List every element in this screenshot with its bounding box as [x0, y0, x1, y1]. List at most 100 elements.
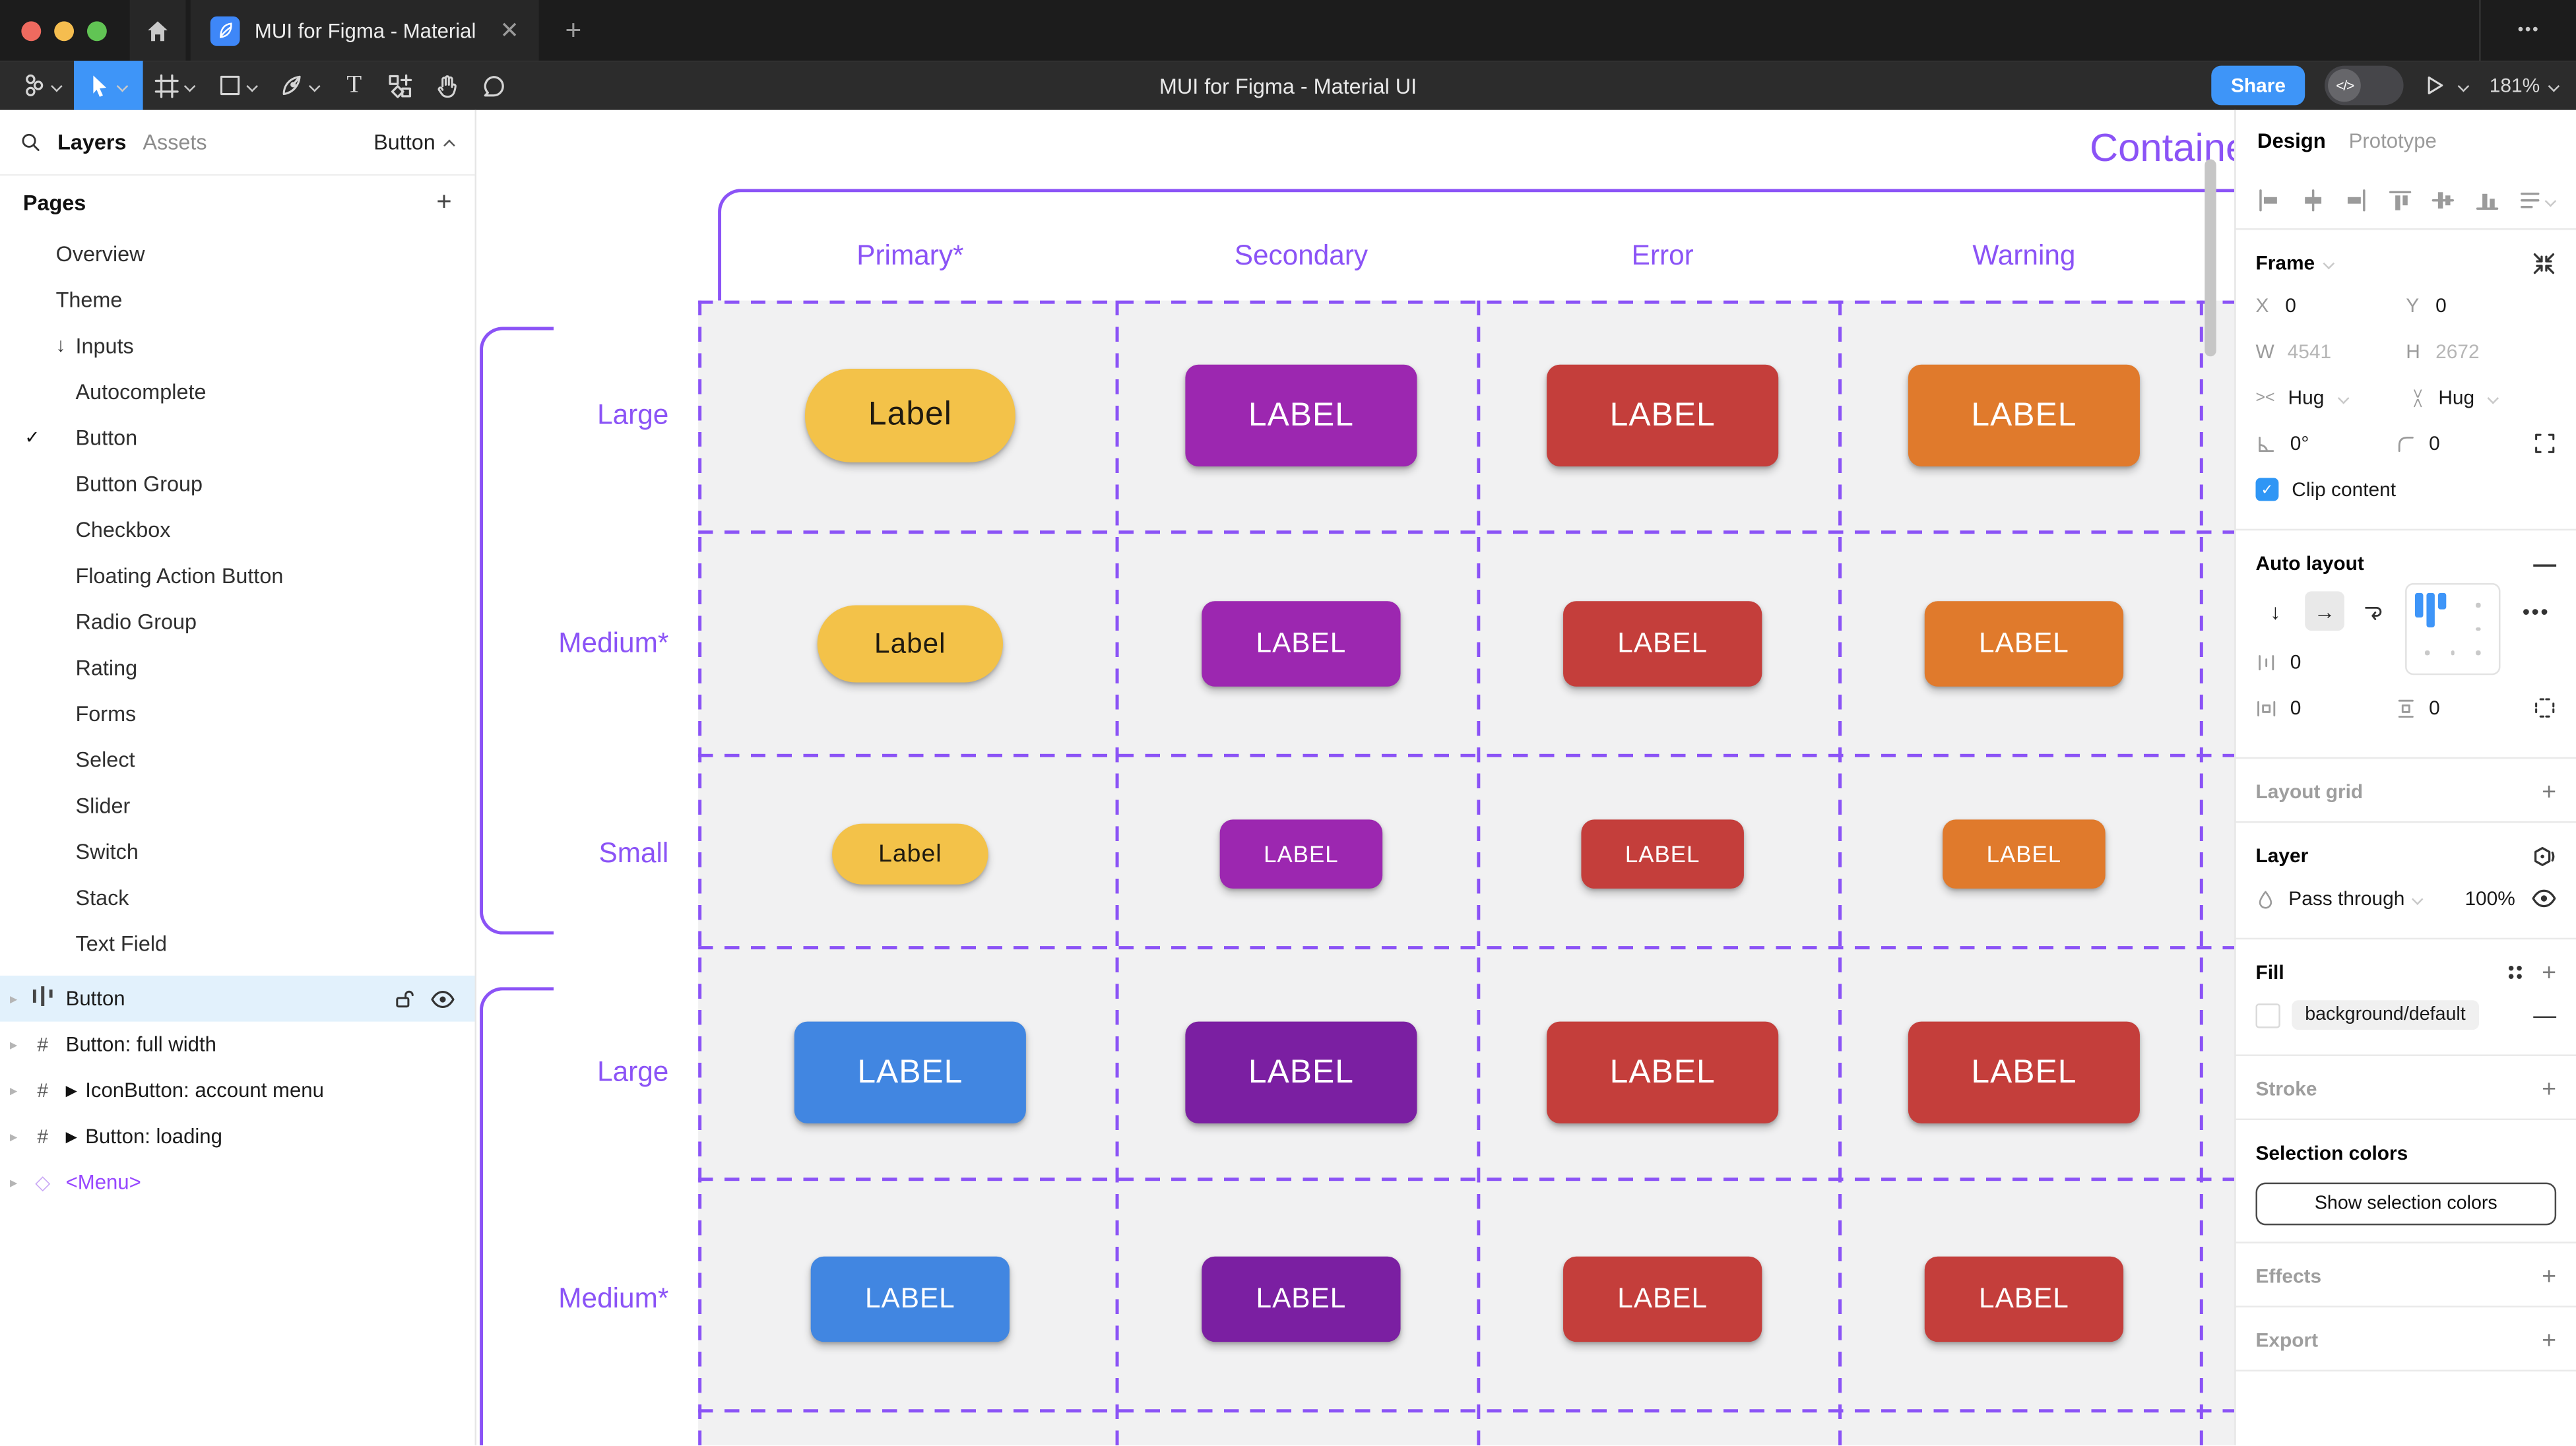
shape-tool-button[interactable]	[207, 61, 270, 110]
corner-radius-field[interactable]: 0	[2395, 432, 2533, 455]
page-item-button[interactable]: ✓ Button	[0, 414, 475, 460]
layer-item-button-loading[interactable]: ▸ # ▶ Button: loading	[0, 1114, 475, 1160]
remove-fill-button[interactable]: —	[2533, 1001, 2557, 1028]
add-fill-button[interactable]: +	[2542, 958, 2557, 987]
canvas-button-large-primary[interactable]: LABEL	[794, 1021, 1026, 1124]
page-item-slider[interactable]: Slider	[0, 782, 475, 828]
width-field[interactable]: W 4541	[2255, 340, 2332, 363]
layer-item-iconbutton-account-menu[interactable]: ▸ # ▶ IconButton: account menu	[0, 1067, 475, 1114]
unlock-icon[interactable]	[395, 988, 414, 1009]
canvas-button-small-primary[interactable]: Label	[832, 823, 988, 885]
page-item-stack[interactable]: Stack	[0, 874, 475, 920]
visibility-eye-icon[interactable]	[430, 990, 455, 1007]
canvas-button-small-error[interactable]: LABEL	[1581, 819, 1744, 889]
home-tab[interactable]	[129, 0, 186, 61]
tab-assets[interactable]: Assets	[143, 129, 207, 155]
canvas-button-medium-secondary[interactable]: LABEL	[1202, 1256, 1401, 1342]
expand-caret-icon[interactable]: ▸	[9, 1035, 18, 1052]
zoom-level-control[interactable]: 181%	[2490, 74, 2560, 97]
canvas-button-large-primary[interactable]: Label	[805, 368, 1015, 462]
auto-layout-options-icon[interactable]: •••	[2522, 599, 2550, 625]
add-effect-button[interactable]: +	[2542, 1262, 2557, 1290]
blend-style-icon[interactable]	[2532, 844, 2556, 868]
active-file-tab[interactable]: MUI for Figma - Material UI ✕	[190, 0, 539, 61]
auto-layout-horizontal-button[interactable]: →	[2305, 591, 2344, 631]
canvas-button-medium-primary[interactable]: LABEL	[810, 1256, 1010, 1342]
page-collapse-button[interactable]: Button	[373, 130, 455, 154]
align-bottom-icon[interactable]	[2473, 187, 2499, 214]
comment-tool-button[interactable]	[470, 61, 518, 110]
close-window-button[interactable]	[21, 20, 42, 41]
canvas-button-small-warning[interactable]: LABEL	[1943, 819, 2106, 889]
height-field[interactable]: H 2672	[2406, 340, 2480, 363]
page-item-text-field[interactable]: Text Field	[0, 920, 475, 966]
layer-item-button-full-width[interactable]: ▸ # Button: full width	[0, 1022, 475, 1068]
align-right-icon[interactable]	[2342, 187, 2369, 214]
canvas-button-large-warning[interactable]: LABEL	[1908, 1021, 2140, 1124]
remove-auto-layout-button[interactable]: —	[2533, 550, 2557, 577]
independent-corners-icon[interactable]	[2533, 432, 2556, 455]
canvas-button-medium-secondary[interactable]: LABEL	[1202, 601, 1401, 687]
pen-tool-button[interactable]	[269, 61, 332, 110]
minimize-window-button[interactable]	[54, 20, 75, 41]
horizontal-padding-field[interactable]: 0	[2255, 697, 2394, 720]
layer-item--menu-[interactable]: ▸ ◇ <Menu>	[0, 1160, 475, 1206]
auto-layout-vertical-button[interactable]: ↓	[2270, 598, 2281, 623]
move-tool-button[interactable]	[74, 61, 143, 110]
auto-layout-alignment-grid[interactable]	[2405, 582, 2501, 676]
add-page-button[interactable]: +	[436, 188, 452, 216]
clip-content-row[interactable]: ✓ Clip content	[2255, 466, 2556, 513]
present-play-button[interactable]	[2424, 74, 2447, 97]
rotation-field[interactable]: 0°	[2255, 432, 2394, 455]
align-top-icon[interactable]	[2386, 187, 2412, 214]
blend-mode-icon[interactable]	[2255, 888, 2275, 909]
canvas-button-medium-error[interactable]: LABEL	[1563, 601, 1762, 687]
search-icon[interactable]	[20, 131, 41, 152]
opacity-value[interactable]: 100%	[2464, 887, 2515, 910]
canvas-button-large-secondary[interactable]: LABEL	[1185, 364, 1417, 467]
canvas-scrollbar[interactable]	[2205, 159, 2216, 357]
page-item-checkbox[interactable]: Checkbox	[0, 506, 475, 552]
hand-tool-button[interactable]	[424, 61, 470, 110]
page-item-radio-group[interactable]: Radio Group	[0, 598, 475, 644]
tab-layers[interactable]: Layers	[57, 129, 127, 155]
fill-style-name[interactable]: background/default	[2292, 1000, 2479, 1030]
expand-caret-icon[interactable]: ▸	[9, 990, 18, 1007]
align-left-icon[interactable]	[2255, 187, 2282, 214]
canvas-button-large-error[interactable]: LABEL	[1547, 1021, 1779, 1124]
fill-styles-icon[interactable]	[2509, 966, 2523, 979]
page-item-button-group[interactable]: Button Group	[0, 460, 475, 506]
visibility-eye-icon[interactable]	[2532, 889, 2556, 908]
canvas[interactable]: Contained Primary*SecondaryErrorWarning …	[476, 110, 2235, 1446]
add-export-button[interactable]: +	[2542, 1326, 2557, 1354]
blend-mode-value[interactable]: Pass through	[2288, 887, 2405, 910]
gap-field[interactable]: 0	[2255, 650, 2406, 674]
fill-row[interactable]: background/default —	[2255, 992, 2556, 1038]
page-item-overview[interactable]: Overview	[0, 230, 475, 276]
page-item-floating-action-button[interactable]: Floating Action Button	[0, 552, 475, 598]
independent-padding-icon[interactable]	[2533, 697, 2556, 720]
horizontal-sizing-dropdown[interactable]: >< Hug	[2255, 386, 2406, 409]
canvas-button-large-secondary[interactable]: LABEL	[1185, 1021, 1417, 1124]
auto-layout-wrap-button[interactable]	[2354, 591, 2394, 631]
page-item-forms[interactable]: Forms	[0, 690, 475, 736]
add-layout-grid-button[interactable]: +	[2542, 777, 2557, 806]
expand-caret-icon[interactable]: ▸	[9, 1081, 18, 1098]
chevron-down-icon[interactable]	[2458, 80, 2469, 91]
canvas-button-medium-error[interactable]: LABEL	[1563, 1256, 1762, 1342]
page-item-autocomplete[interactable]: Autocomplete	[0, 368, 475, 414]
distribute-menu[interactable]	[2517, 187, 2556, 214]
frame-tool-button[interactable]	[143, 61, 207, 110]
tab-prototype[interactable]: Prototype	[2348, 129, 2437, 153]
main-menu-button[interactable]	[10, 61, 74, 110]
expand-caret-icon[interactable]: ▸	[9, 1173, 18, 1190]
page-item-select[interactable]: Select	[0, 736, 475, 782]
close-tab-icon[interactable]: ✕	[499, 16, 519, 43]
clip-content-checkbox[interactable]: ✓	[2255, 478, 2279, 501]
add-stroke-button[interactable]: +	[2542, 1075, 2557, 1103]
layer-item-button[interactable]: ▸ Button	[0, 975, 475, 1022]
canvas-button-large-warning[interactable]: LABEL	[1908, 364, 2140, 467]
align-horizontal-center-icon[interactable]	[2299, 187, 2325, 214]
